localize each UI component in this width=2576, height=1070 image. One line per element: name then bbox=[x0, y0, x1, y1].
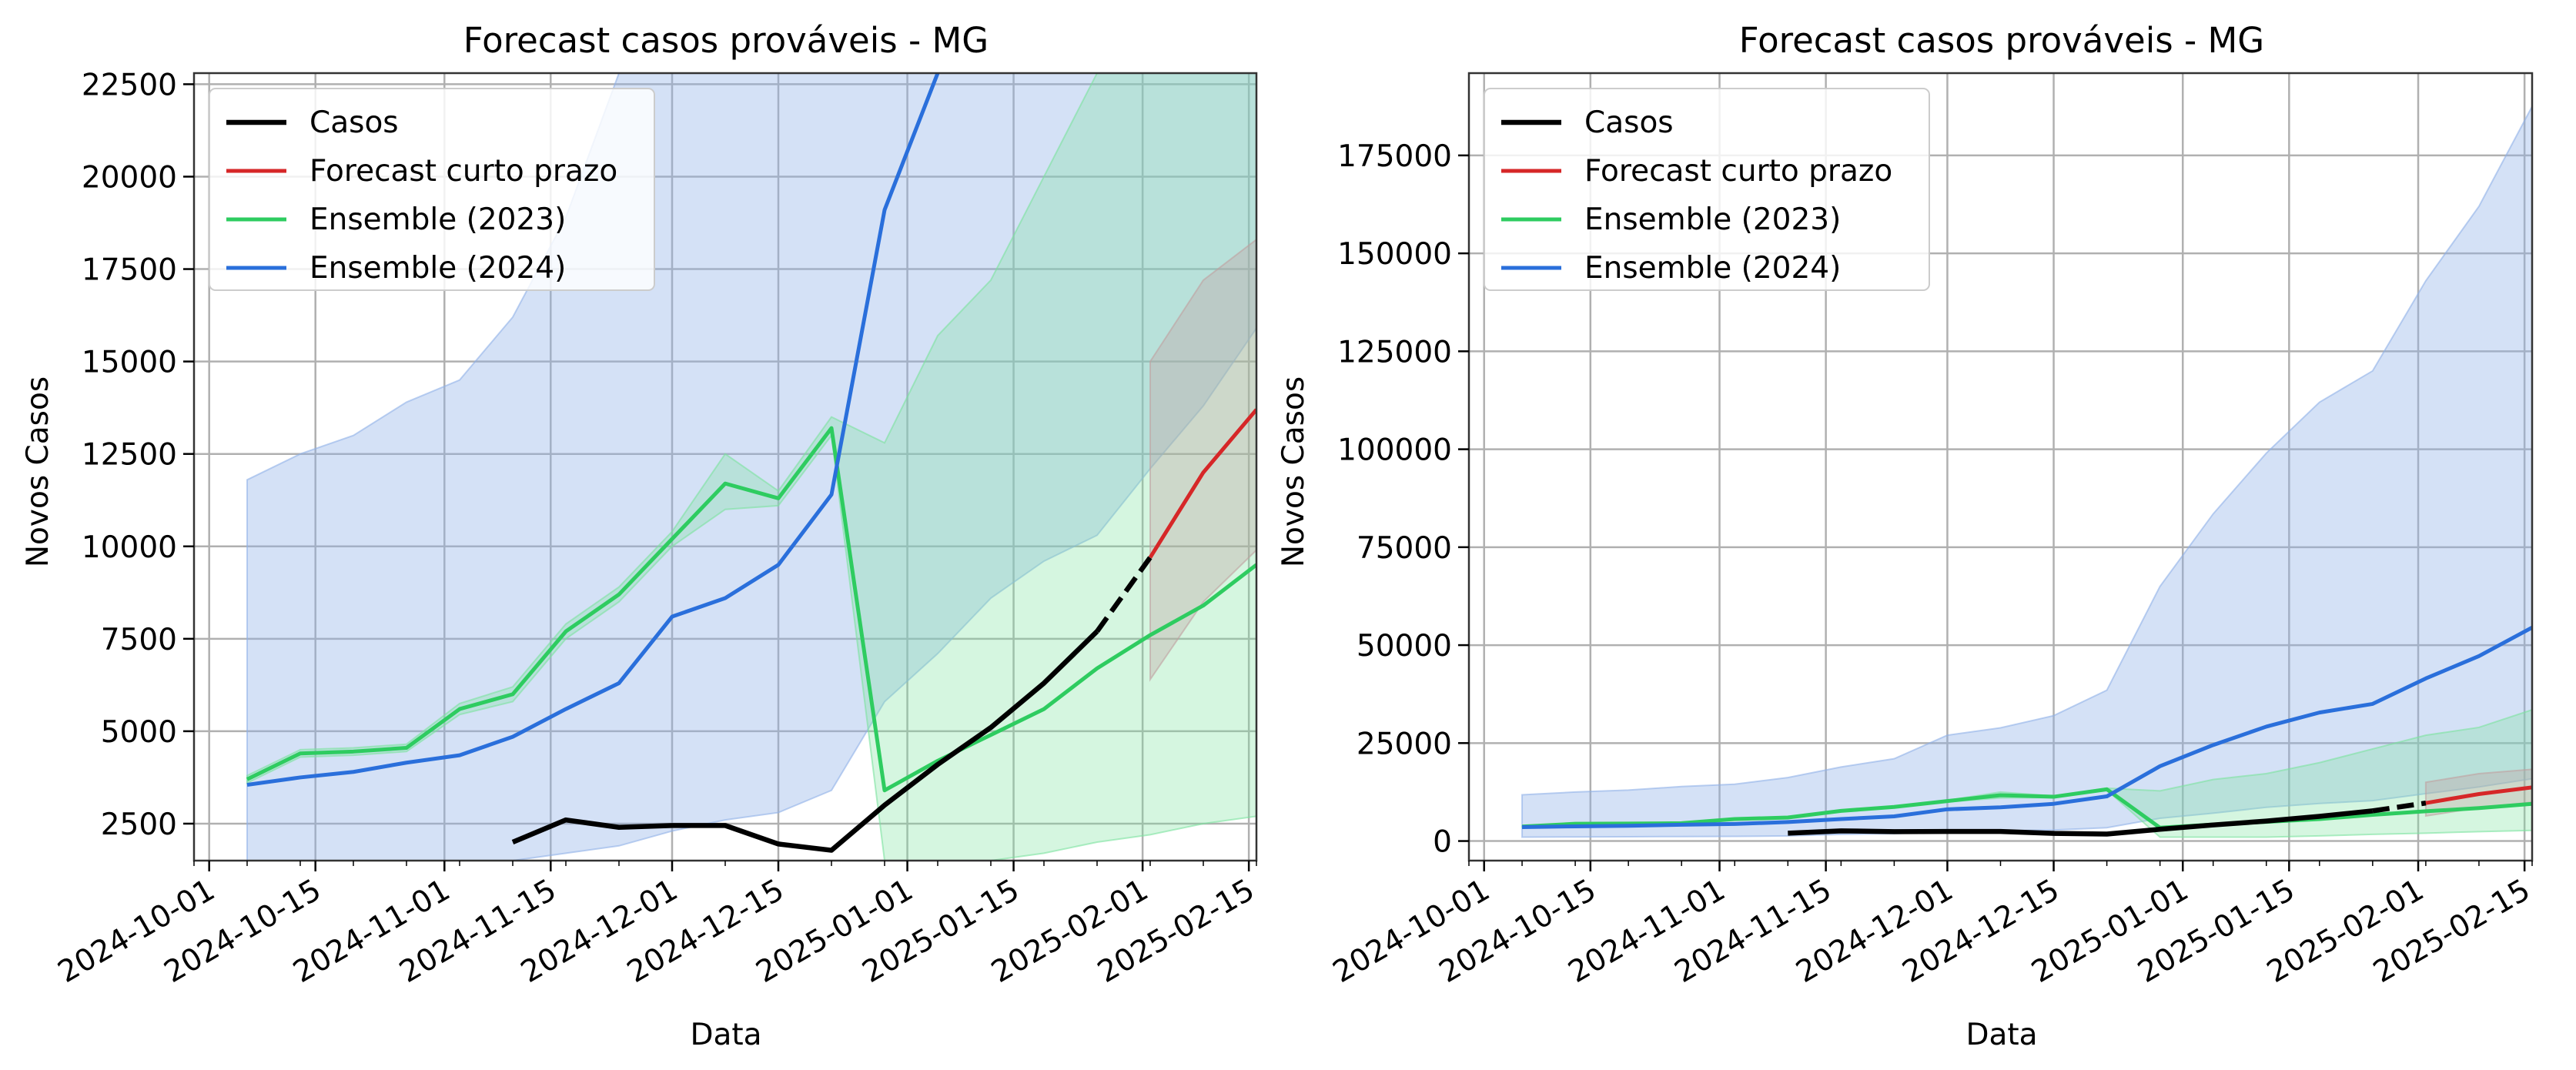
left-legend: Casos Forecast curto prazo Ensemble (2023)… bbox=[209, 88, 655, 291]
right-y-tick-label-25000: 25000 bbox=[1357, 727, 1452, 761]
left-y-tick-label-20000: 20000 bbox=[82, 160, 177, 195]
left-grid bbox=[194, 73, 1256, 861]
right-series-casos bbox=[1788, 808, 2374, 837]
left-series-forecast-curto-prazo bbox=[1148, 408, 1256, 559]
left-x-ticks: 2024-10-012024-10-152024-11-012024-11-15… bbox=[52, 861, 1260, 990]
right-y-tick-label-100000: 100000 bbox=[1337, 433, 1452, 468]
left-y-tick-label-10000: 10000 bbox=[82, 530, 177, 565]
right-y-tick-label-125000: 125000 bbox=[1337, 335, 1452, 369]
left-chart-panel: Forecast casos prováveis - MG Data Novos… bbox=[21, 20, 1260, 1052]
left-series-casos-dashed bbox=[1095, 556, 1153, 634]
left-y-tick-label-7500: 7500 bbox=[101, 623, 177, 657]
left-chart-title: Forecast casos prováveis - MG bbox=[463, 20, 989, 61]
right-series-ensemble-2024 bbox=[1522, 625, 2532, 829]
left-y-axis-label: Novos Casos bbox=[21, 376, 55, 567]
right-x-ticks: 2024-10-012024-10-152024-11-012024-11-15… bbox=[1327, 861, 2536, 990]
left-lines bbox=[246, 73, 1256, 853]
left-series-casos bbox=[511, 629, 1099, 853]
right-legend-label-casos: Casos bbox=[1584, 105, 1674, 140]
left-y-tick-label-22500: 22500 bbox=[82, 68, 177, 102]
left-series-ensemble-2024 bbox=[246, 73, 940, 787]
right-y-axis-label: Novos Casos bbox=[1276, 376, 1311, 567]
right-band-ensemble-2024-intervalo bbox=[1521, 105, 2532, 838]
right-legend-box bbox=[1484, 88, 1930, 291]
right-y-ticks: 0 25000 50000 75000 100000 125000 150000 175000 bbox=[1337, 139, 1469, 860]
right-chart-title: Forecast casos prováveis - MG bbox=[1739, 20, 2264, 61]
left-band-forecast-curto-prazo-intervalo bbox=[1149, 238, 1256, 682]
right-legend-label-forecast-curto-prazo: Forecast curto prazo bbox=[1584, 154, 1892, 189]
right-y-tick-label-175000: 175000 bbox=[1337, 139, 1452, 174]
left-legend-label-forecast-curto-prazo: Forecast curto prazo bbox=[309, 154, 617, 189]
right-series-ensemble-2023 bbox=[1521, 787, 2532, 830]
right-chart-panel: Forecast casos prováveis - MG Data Novos… bbox=[1276, 20, 2536, 1052]
right-y-tick-label-75000: 75000 bbox=[1357, 531, 1452, 566]
right-y-tick-label-0: 0 bbox=[1433, 825, 1452, 860]
right-lines bbox=[1521, 625, 2532, 837]
right-y-tick-label-50000: 50000 bbox=[1357, 629, 1452, 664]
left-y-tick-label-2500: 2500 bbox=[101, 808, 177, 842]
left-x-axis-label: Data bbox=[690, 1018, 761, 1052]
left-legend-label-ensemble-2023: Ensemble (2023) bbox=[309, 202, 566, 237]
left-bands bbox=[246, 73, 1256, 861]
left-y-tick-label-12500: 12500 bbox=[82, 438, 177, 473]
left-band-ensemble-2023-intervalo bbox=[246, 73, 1256, 861]
left-legend-label-ensemble-2024: Ensemble (2024) bbox=[309, 251, 566, 286]
left-y-tick-label-17500: 17500 bbox=[82, 253, 177, 288]
right-legend-label-ensemble-2024: Ensemble (2024) bbox=[1584, 251, 1841, 286]
left-series-ensemble-2023 bbox=[246, 426, 1256, 793]
right-legend-label-ensemble-2023: Ensemble (2023) bbox=[1584, 202, 1841, 237]
right-series-casos-dashed bbox=[2372, 800, 2427, 814]
right-x-axis-label: Data bbox=[1965, 1018, 2037, 1052]
right-y-tick-label-150000: 150000 bbox=[1337, 237, 1452, 272]
left-y-ticks: 2500 5000 7500 10000 12500 15000 17500 20000 225… bbox=[82, 68, 194, 842]
left-y-tick-label-15000: 15000 bbox=[82, 346, 177, 380]
right-legend: Casos Forecast curto prazo Ensemble (2023)… bbox=[1484, 88, 1930, 291]
left-legend-label-casos: Casos bbox=[309, 105, 399, 140]
right-series-forecast-curto-prazo bbox=[2425, 785, 2532, 805]
left-y-tick-label-5000: 5000 bbox=[101, 715, 177, 750]
left-legend-box bbox=[209, 88, 655, 291]
